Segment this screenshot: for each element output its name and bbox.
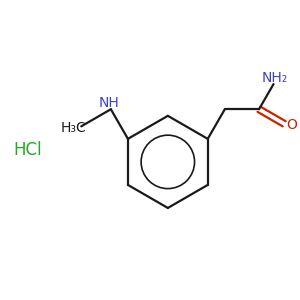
Text: O: O <box>286 118 297 132</box>
Text: H₃C: H₃C <box>61 121 87 135</box>
Text: HCl: HCl <box>14 141 43 159</box>
Text: NH: NH <box>99 96 120 110</box>
Text: NH₂: NH₂ <box>262 70 288 85</box>
